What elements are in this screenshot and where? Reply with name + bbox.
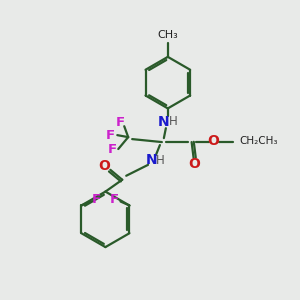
- Text: CH₃: CH₃: [158, 30, 178, 40]
- Text: N: N: [146, 153, 158, 167]
- Text: O: O: [189, 157, 200, 171]
- Text: H: H: [155, 154, 164, 167]
- Text: F: F: [92, 193, 101, 206]
- Text: N: N: [158, 115, 170, 129]
- Text: O: O: [98, 159, 110, 173]
- Text: O: O: [208, 134, 219, 148]
- Text: CH₂CH₃: CH₂CH₃: [239, 136, 278, 146]
- Text: F: F: [108, 142, 117, 155]
- Text: F: F: [110, 193, 119, 206]
- Text: F: F: [116, 116, 125, 129]
- Text: H: H: [168, 115, 177, 128]
- Text: F: F: [106, 129, 115, 142]
